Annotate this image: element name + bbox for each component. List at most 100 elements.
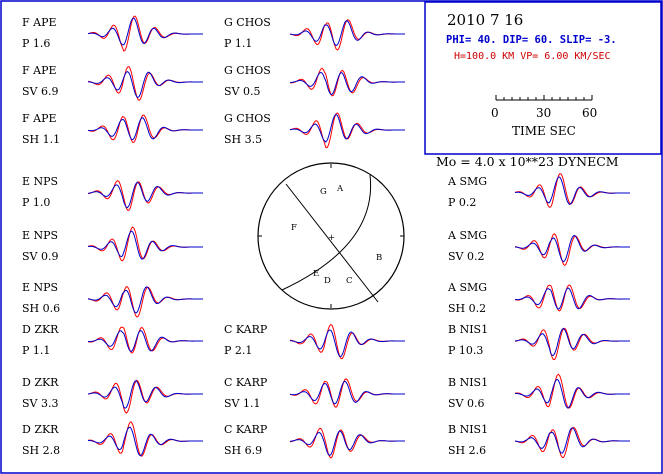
- trace-station-label: B NIS1: [448, 376, 488, 389]
- synthetic-waveform: [87, 286, 203, 314]
- synthetic-waveform: [289, 71, 405, 96]
- trace-station-label: D ZKR: [22, 423, 59, 436]
- trace-station-label: G CHOS: [224, 112, 271, 125]
- synthetic-waveform: [87, 380, 203, 409]
- observed-waveform: [87, 114, 203, 143]
- synthetic-waveform: [289, 430, 405, 457]
- synthetic-waveform: [87, 17, 203, 46]
- model-params: H=100.0 KM VP= 6.00 KM/SEC: [454, 51, 611, 62]
- trace-station-label: A SMG: [447, 281, 487, 294]
- trace-station-label: A SMG: [447, 175, 487, 188]
- trace-component-label: P 1.1: [224, 37, 252, 50]
- event-date: 2010 7 16: [447, 11, 523, 29]
- trace-component-label: P 1.0: [22, 196, 50, 209]
- ball-station-a: A: [336, 184, 344, 194]
- ball-station-g: G: [320, 187, 327, 197]
- trace-component-label: SH 1.1: [22, 133, 60, 146]
- observed-waveform: [289, 427, 405, 459]
- synthetic-waveform: [87, 181, 203, 209]
- synthetic-waveform: [88, 426, 203, 457]
- trace-component-label: P 1.1: [22, 344, 50, 357]
- time-scale-ticks: [495, 95, 593, 100]
- synthetic-waveform: [514, 234, 630, 263]
- trace-component-label: SV 0.9: [22, 250, 58, 263]
- focal-mechanism-ball: + G A F B E D C: [257, 162, 405, 310]
- trace-station-label: C KARP: [224, 323, 268, 336]
- trace-component-label: SV 1.1: [224, 397, 260, 410]
- observed-waveform: [514, 173, 630, 208]
- time-axis-label: TIME SEC: [512, 124, 576, 138]
- observed-waveform: [87, 286, 203, 318]
- synthetic-waveform: [289, 380, 405, 405]
- trace-component-label: SV 0.6: [448, 397, 484, 410]
- time-tick-0: 0: [491, 106, 499, 120]
- seismic-moment: Mo = 4.0 x 10**23 DYNECM: [436, 154, 619, 169]
- trace-station-label: E NPS: [22, 281, 58, 294]
- synthetic-waveform: [87, 71, 203, 99]
- trace-station-label: B NIS1: [448, 423, 488, 436]
- nodal-plane-2: [281, 174, 372, 291]
- trace-component-label: SH 3.5: [224, 133, 262, 146]
- trace-station-label: E NPS: [22, 229, 58, 242]
- synthetic-waveform: [515, 378, 630, 409]
- synthetic-waveform: [87, 117, 203, 141]
- synthetic-waveform: [88, 330, 203, 352]
- observed-waveform: [514, 426, 630, 459]
- trace-component-label: P 1.6: [22, 37, 50, 50]
- trace-component-label: SH 2.8: [22, 444, 60, 457]
- trace-station-label: G CHOS: [224, 64, 271, 77]
- trace-component-label: P 10.3: [448, 344, 483, 357]
- trace-component-label: SV 0.5: [224, 85, 260, 98]
- synthetic-waveform: [289, 113, 405, 143]
- ball-center-mark: +: [328, 233, 335, 243]
- trace-station-label: C KARP: [224, 423, 268, 436]
- trace-station-label: F APE: [22, 16, 57, 29]
- trace-station-label: F APE: [22, 112, 57, 125]
- observed-waveform: [514, 284, 630, 312]
- ball-station-e: E: [313, 269, 319, 279]
- trace-component-label: P 0.2: [448, 196, 476, 209]
- trace-station-label: C KARP: [224, 376, 268, 389]
- observed-waveform: [289, 19, 405, 51]
- trace-component-label: SV 6.9: [22, 85, 58, 98]
- trace-component-label: SH 0.2: [448, 302, 486, 315]
- observed-waveform: [514, 233, 630, 267]
- trace-component-label: SH 0.6: [22, 302, 60, 315]
- ball-station-f: F: [291, 223, 297, 233]
- waveform-traces: F APE P 1.6 F APE SV 6.9 F APE SH 1.1 E NPS P 1…: [22, 15, 630, 459]
- observed-waveform: [87, 226, 203, 262]
- trace-station-label: G CHOS: [224, 16, 271, 29]
- synthetic-waveform: [514, 427, 630, 454]
- trace-station-label: B NIS1: [448, 323, 488, 336]
- synthetic-waveform: [87, 230, 203, 260]
- synthetic-waveform: [514, 327, 630, 356]
- ball-station-c: C: [346, 276, 353, 286]
- trace-component-label: SH 2.6: [448, 444, 486, 457]
- time-tick-30: 30: [536, 106, 551, 120]
- mechanism-params: PHI= 40. DIP= 60. SLIP= -3.: [446, 34, 617, 46]
- ball-station-b: B: [376, 253, 382, 263]
- trace-component-label: P 2.1: [224, 344, 252, 357]
- trace-station-label: A SMG: [447, 229, 487, 242]
- trace-station-label: E NPS: [22, 175, 58, 188]
- time-scale: 0 30 60 TIME SEC: [491, 95, 597, 138]
- observed-waveform: [87, 180, 203, 211]
- synthetic-waveform: [514, 287, 630, 310]
- synthetic-waveform: [289, 329, 405, 358]
- synthetic-waveform: [289, 20, 405, 47]
- observed-waveform: [87, 66, 203, 101]
- nodal-plane-1: [285, 183, 379, 303]
- trace-component-label: SV 0.2: [448, 250, 484, 263]
- time-tick-60: 60: [582, 106, 597, 120]
- trace-station-label: D ZKR: [22, 376, 59, 389]
- ball-station-d: D: [324, 276, 331, 286]
- synthetic-waveform: [514, 176, 630, 205]
- trace-station-label: D ZKR: [22, 323, 59, 336]
- trace-component-label: SH 6.9: [224, 444, 262, 457]
- observed-waveform: [514, 373, 630, 409]
- header-box: [424, 1, 662, 155]
- observed-waveform: [289, 323, 405, 360]
